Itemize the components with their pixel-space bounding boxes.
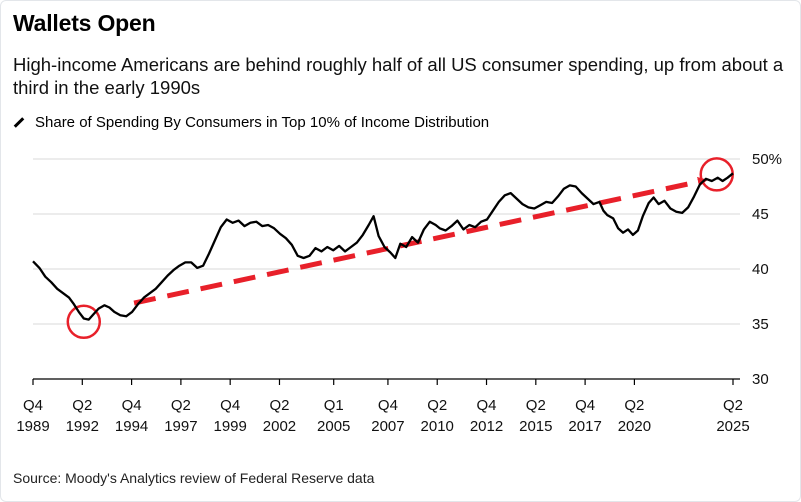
x-tick-label-top: Q2 <box>427 397 447 414</box>
chart-legend: Share of Spending By Consumers in Top 10… <box>13 114 489 131</box>
y-tick-label: 40 <box>752 261 769 278</box>
series-line <box>32 172 734 321</box>
x-tick-label-top: Q2 <box>526 397 546 414</box>
x-tick-label-top: Q2 <box>269 397 289 414</box>
chart-title: Wallets Open <box>13 10 156 36</box>
x-tick-label-bottom: 2017 <box>568 418 601 435</box>
x-tick-label-bottom: 1999 <box>213 418 246 435</box>
x-axis: Q4 1989 Q2 1992 Q4 1994 Q2 1997 Q4 1999 Q2 2002 Q1 20… <box>16 378 750 435</box>
x-tick-label-bottom: 2005 <box>317 418 350 435</box>
x-tick-label-bottom: 2015 <box>519 418 552 435</box>
annotations <box>66 157 734 340</box>
x-tick-label-bottom: 1992 <box>66 418 99 435</box>
x-tick-label-bottom: 2020 <box>618 418 651 435</box>
x-tick-label-bottom: 2025 <box>716 418 749 435</box>
x-tick-label-bottom: 1994 <box>115 418 148 435</box>
x-tick-label-bottom: 2002 <box>263 418 296 435</box>
highlight-circle <box>66 304 102 340</box>
x-tick-label-bottom: 2010 <box>421 418 454 435</box>
source-note: Source: Moody's Analytics review of Fede… <box>13 470 375 486</box>
y-tick-label: 45 <box>752 206 769 223</box>
x-tick-label-top: Q4 <box>477 397 497 414</box>
x-tick-label-bottom: 2012 <box>470 418 503 435</box>
y-tick-label: 30 <box>752 371 769 388</box>
x-tick-label-bottom: 2007 <box>371 418 404 435</box>
y-axis: 50% 45 40 35 30 <box>752 151 782 388</box>
y-tick-label: 35 <box>752 316 769 333</box>
x-tick-label-top: Q1 <box>324 397 344 414</box>
x-tick-label-top: Q2 <box>171 397 191 414</box>
x-tick-label-top: Q4 <box>23 397 43 414</box>
x-tick-label-top: Q2 <box>723 397 743 414</box>
chart-subtitle: High-income Americans are behind roughly… <box>13 54 784 98</box>
x-tick-label-bottom: 1989 <box>16 418 49 435</box>
x-tick-label-top: Q4 <box>575 397 595 414</box>
legend-label: Share of Spending By Consumers in Top 10… <box>35 114 490 131</box>
highlight-circle <box>699 157 734 192</box>
x-tick-label-top: Q2 <box>624 397 644 414</box>
x-tick-label-top: Q4 <box>220 397 240 414</box>
x-tick-label-bottom: 1997 <box>164 418 197 435</box>
y-tick-label: 50% <box>752 151 782 168</box>
gridlines <box>33 158 740 325</box>
x-tick-label-top: Q4 <box>122 397 142 414</box>
series-layer <box>32 172 734 321</box>
x-tick-label-top: Q4 <box>378 397 398 414</box>
x-tick-label-top: Q2 <box>72 397 92 414</box>
